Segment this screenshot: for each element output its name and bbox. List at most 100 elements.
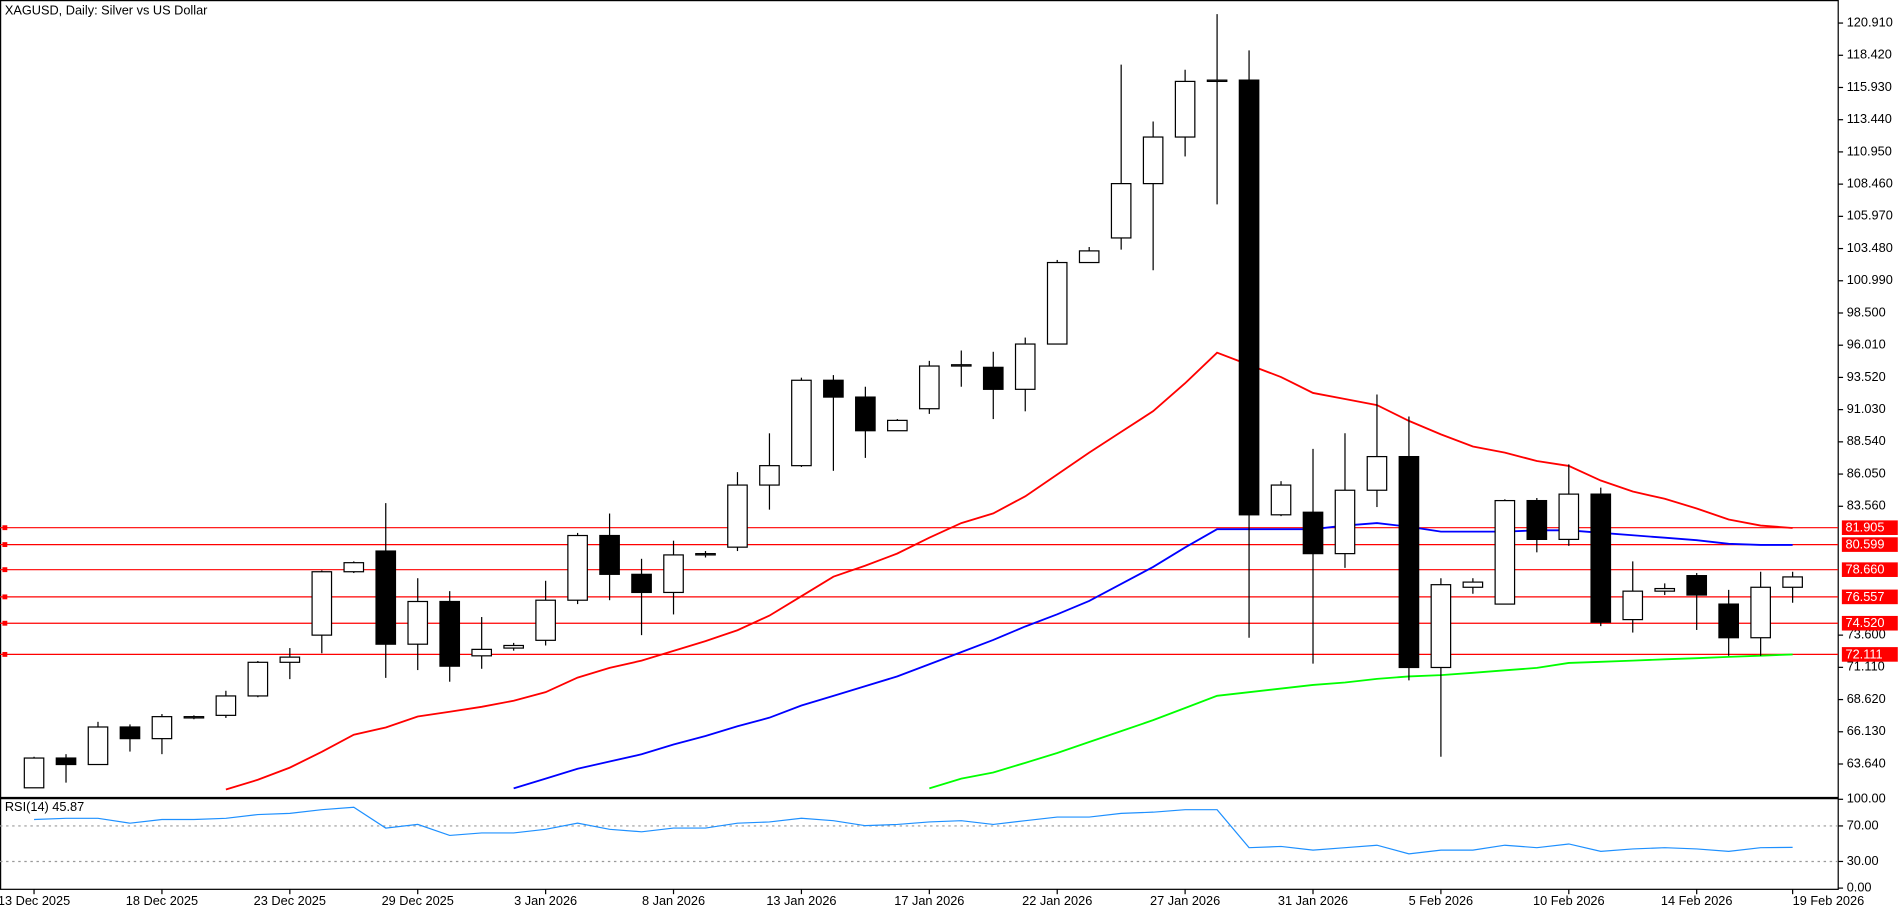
candle-body (1654, 587, 1676, 592)
level-marker (2, 651, 8, 657)
candle-body (1110, 183, 1132, 239)
y-tick-label: 70.00 (1847, 817, 1879, 832)
candle-body (503, 644, 524, 649)
level-label: 80.599 (1846, 537, 1885, 552)
level-label-box (1841, 589, 1898, 605)
candle-body (1558, 493, 1580, 541)
frame (0, 0, 1839, 890)
level-label: 76.557 (1846, 589, 1885, 604)
y-tick-label: 83.560 (1847, 498, 1886, 513)
axes: 120.910 118.420 115.930 113.440 110.950 108.4… (0, 14, 1898, 908)
level-label-box (1841, 647, 1898, 662)
y-tick-label: 30.00 (1847, 853, 1879, 868)
candle-body (918, 365, 940, 410)
candle-body (1526, 499, 1548, 541)
candle-body (535, 599, 556, 641)
y-tick-label: 100.00 (1847, 791, 1886, 806)
candle-body (375, 550, 397, 645)
y-tick-label: 98.500 (1847, 304, 1886, 319)
candle-body (1142, 136, 1164, 185)
y-tick-label: 0.00 (1847, 879, 1872, 894)
candle-body (1782, 576, 1803, 588)
x-tick-label: 19 Feb 2026 (1793, 893, 1865, 908)
candle-body (1046, 261, 1068, 345)
level-label-box (1841, 562, 1898, 577)
candle-body (631, 573, 652, 594)
candle-body (1430, 584, 1452, 669)
moving-average-line (513, 522, 1793, 790)
y-tick-label: 88.540 (1847, 433, 1886, 448)
y-tick-label: 105.970 (1847, 208, 1893, 223)
candle-body (1206, 79, 1228, 83)
candle-body (23, 757, 45, 789)
level-label-box (1841, 615, 1898, 631)
candle-body (151, 716, 173, 740)
candle-body (1718, 603, 1740, 639)
rsi-panel (0, 806, 1839, 863)
y-tick-label: 71.110 (1847, 659, 1885, 674)
y-tick-label: 100.990 (1847, 272, 1893, 287)
candle-body (1238, 79, 1260, 516)
candle-body (343, 562, 365, 573)
y-tick-label: 66.130 (1847, 723, 1886, 738)
candle-body (471, 648, 493, 657)
candle-body (1750, 586, 1771, 639)
y-tick-label: 91.030 (1847, 401, 1886, 416)
level-label: 74.520 (1846, 615, 1885, 630)
moving-average-line (225, 351, 1793, 791)
y-tick-label: 118.420 (1847, 47, 1892, 62)
candle-body (599, 534, 620, 575)
candle-body (855, 396, 876, 432)
y-tick-label: 86.050 (1847, 465, 1886, 480)
level-marker (2, 594, 8, 600)
candle-body (982, 366, 1004, 390)
candle-body (215, 695, 237, 716)
x-tick-label: 10 Feb 2026 (1533, 893, 1605, 908)
y-tick-label: 103.480 (1847, 240, 1893, 255)
candle-body (1302, 511, 1324, 555)
level-marker (2, 542, 8, 548)
level-marker (2, 567, 8, 573)
candle-body (663, 554, 684, 594)
y-tick-label: 120.910 (1847, 14, 1893, 29)
candle-body (823, 379, 844, 398)
candle-body (727, 484, 748, 548)
chart-title: XAGUSD, Daily: Silver vs US Dollar (5, 2, 208, 17)
candle-body (1494, 499, 1516, 605)
rsi-title: RSI(14) 45.87 (5, 799, 84, 814)
y-tick-label: 110.950 (1847, 143, 1892, 158)
level-label: 81.905 (1846, 520, 1885, 535)
candle-body (1270, 484, 1292, 516)
candle-body (759, 465, 780, 486)
x-tick-label: 31 Jan 2026 (1278, 893, 1348, 908)
y-tick-label: 93.520 (1847, 369, 1886, 384)
candle-body (567, 534, 588, 601)
candle-body (1398, 455, 1420, 669)
candle-body (887, 419, 908, 432)
candle-body (1622, 590, 1644, 621)
level-label-box (1841, 537, 1898, 552)
candle-body (407, 600, 429, 645)
candle-body (695, 553, 716, 556)
y-tick-label: 63.640 (1847, 755, 1886, 770)
moving-average-line (929, 653, 1793, 790)
y-tick-label: 108.460 (1847, 176, 1893, 191)
candle-body (311, 571, 333, 636)
candle-body (1590, 493, 1612, 623)
price-panel (0, 14, 1839, 791)
x-tick-label: 22 Jan 2026 (1022, 893, 1092, 908)
x-tick-label: 29 Dec 2025 (382, 893, 454, 908)
x-tick-label: 3 Jan 2026 (514, 893, 577, 908)
x-tick-label: 17 Jan 2026 (894, 893, 964, 908)
candle-body (247, 661, 269, 697)
x-tick-label: 23 Dec 2025 (254, 893, 326, 908)
candle-body (1462, 581, 1484, 588)
y-tick-label: 96.010 (1847, 337, 1886, 352)
x-tick-label: 27 Jan 2026 (1150, 893, 1220, 908)
candle-body (1366, 455, 1388, 491)
level-marker (2, 525, 8, 531)
level-label: 72.111 (1846, 646, 1883, 661)
candle-body (950, 364, 972, 367)
candle-body (87, 726, 109, 766)
